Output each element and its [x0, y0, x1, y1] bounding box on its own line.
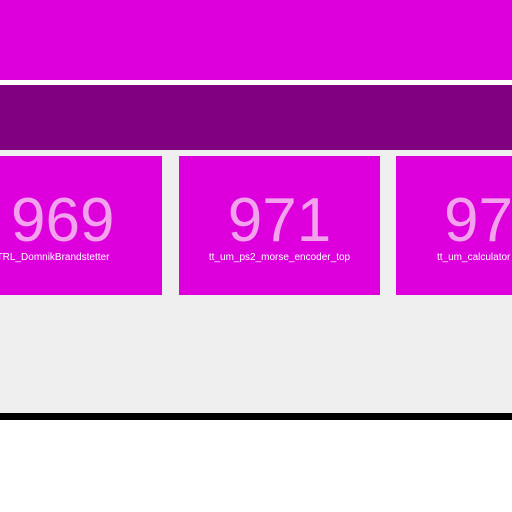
- bottom-border: [0, 413, 512, 420]
- project-card[interactable]: 971 tt_um_ps2_morse_encoder_top: [179, 156, 380, 295]
- project-number: 97: [444, 186, 512, 255]
- project-name: tt_um_ps2_morse_encoder_top: [208, 252, 351, 263]
- top-divider: [0, 80, 512, 85]
- project-number: 971: [227, 186, 332, 255]
- project-card[interactable]: 97 tt_um_calculator: [396, 156, 512, 295]
- bottom-blank-area: [0, 420, 512, 512]
- card-list[interactable]: 969 n_FanCTRL_DomnikBrandstetter 971 tt_…: [0, 150, 512, 413]
- top-app-bar: [0, 0, 512, 80]
- sub-header-bar: [0, 85, 512, 150]
- project-name: tt_um_calculator: [437, 252, 511, 263]
- project-name: n_FanCTRL_DomnikBrandstetter: [0, 252, 110, 263]
- project-card[interactable]: 969 n_FanCTRL_DomnikBrandstetter: [0, 156, 162, 295]
- project-number: 969: [11, 186, 115, 255]
